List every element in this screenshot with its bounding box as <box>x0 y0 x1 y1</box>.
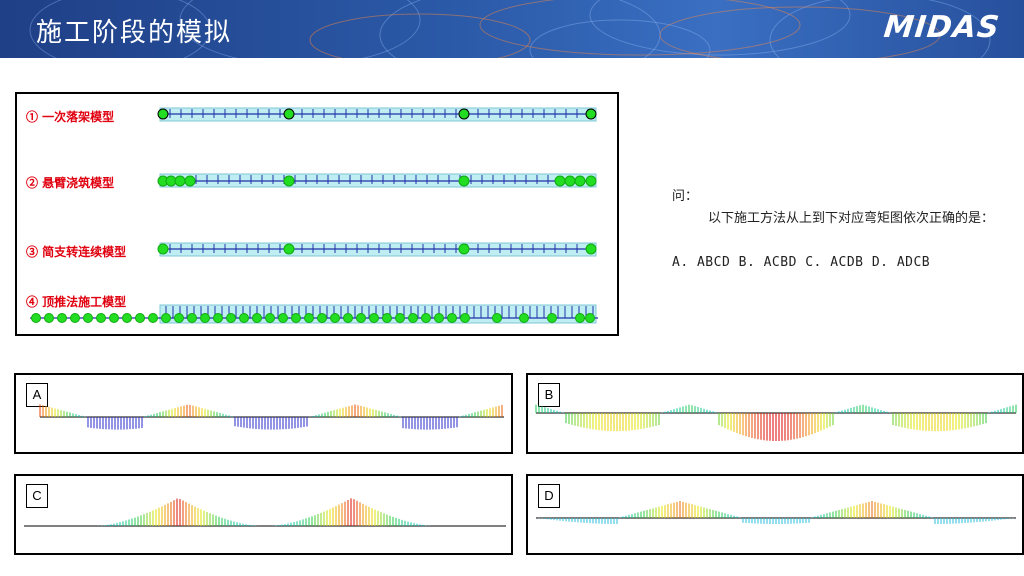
moment-diagram-b: B <box>526 373 1024 454</box>
support-node <box>83 313 93 323</box>
model-incremental-launching-beam <box>30 304 598 324</box>
model-simple-to-continuous-beam <box>157 242 597 257</box>
diagram-letter-c: C <box>26 484 48 508</box>
support-node <box>369 313 379 323</box>
support-node <box>492 313 502 323</box>
question-block: 问： 以下施工方法从上到下对应弯矩图依次正确的是： A. ABCD B. ACB… <box>672 186 1012 274</box>
construction-models-panel <box>15 92 619 336</box>
support-node <box>96 313 106 323</box>
support-node <box>356 313 366 323</box>
moment-diagram-a-plot <box>39 404 504 430</box>
support-node <box>239 313 249 323</box>
support-node <box>317 313 327 323</box>
support-node <box>44 313 54 323</box>
support-node <box>291 313 301 323</box>
support-node <box>575 313 585 323</box>
support-node <box>408 313 418 323</box>
support-node <box>265 313 275 323</box>
support-node <box>304 313 314 323</box>
model-label-incremental-launching: ④ 顶推法施工模型 <box>26 295 127 309</box>
question-head: 问： <box>672 189 699 204</box>
support-node <box>421 313 431 323</box>
model-label-cantilever: ② 悬臂浇筑模型 <box>26 176 115 190</box>
header-banner: 施工阶段的模拟 MIDAS <box>0 0 1024 58</box>
support-node <box>200 313 210 323</box>
support-node <box>343 313 353 323</box>
moment-diagram-b-plot <box>535 404 1017 441</box>
model-cantilever-beam <box>157 173 597 188</box>
support-node <box>434 313 444 323</box>
support-node <box>447 313 457 323</box>
support-node <box>278 313 288 323</box>
support-node <box>31 313 41 323</box>
model-drawings <box>30 107 598 324</box>
support-node <box>460 313 470 323</box>
support-node <box>547 313 557 323</box>
model-label-one-shot: ① 一次落架模型 <box>26 110 115 124</box>
support-node <box>252 313 262 323</box>
support-node <box>174 313 184 323</box>
support-node <box>109 313 119 323</box>
support-node <box>330 313 340 323</box>
support-node <box>161 313 171 323</box>
support-node <box>226 313 236 323</box>
question-options: A. ABCD B. ACBD C. ACDB D. ADCB <box>672 255 931 270</box>
diagram-letter-b: B <box>538 383 560 407</box>
model-label-simple-to-continuous: ③ 简支转连续模型 <box>26 245 127 259</box>
moment-diagram-d: D <box>526 474 1024 555</box>
support-node <box>57 313 67 323</box>
question-body: 以下施工方法从上到下对应弯矩图依次正确的是： <box>708 211 995 226</box>
diagram-letter-a: A <box>26 383 48 407</box>
support-node <box>213 313 223 323</box>
support-node <box>148 313 158 323</box>
model-one-shot-beam <box>157 107 597 122</box>
page-title: 施工阶段的模拟 <box>36 18 233 48</box>
midas-logo: MIDAS <box>882 10 1002 45</box>
support-node <box>122 313 132 323</box>
support-node <box>135 313 145 323</box>
support-node <box>519 313 529 323</box>
diagram-letter-d: D <box>538 484 560 508</box>
moment-diagram-a: A <box>14 373 513 454</box>
support-node <box>187 313 197 323</box>
support-node <box>395 313 405 323</box>
support-node <box>585 313 595 323</box>
moment-diagram-c-plot <box>24 498 506 527</box>
support-node <box>70 313 80 323</box>
support-node <box>382 313 392 323</box>
banner-texture <box>29 0 991 58</box>
moment-diagram-d-plot <box>536 501 1016 524</box>
moment-diagram-c: C <box>14 474 513 555</box>
